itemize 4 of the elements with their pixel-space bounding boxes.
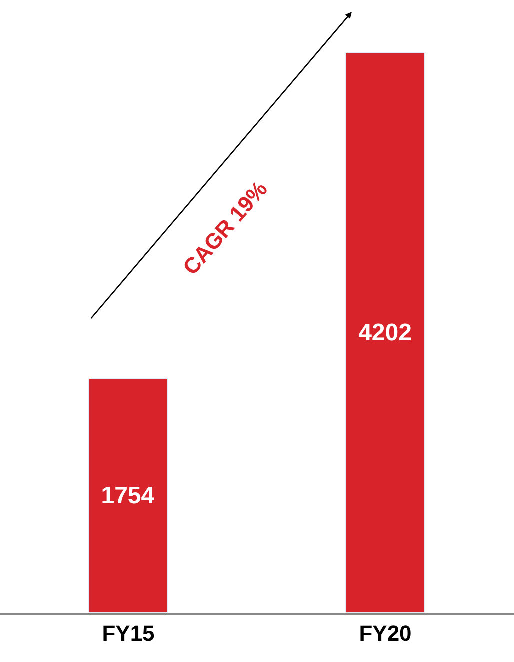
x-tick-label: FY15: [102, 621, 155, 646]
data-label: 4202: [358, 319, 412, 346]
data-label: 1754: [101, 482, 156, 510]
x-tick-label: FY20: [359, 621, 412, 646]
